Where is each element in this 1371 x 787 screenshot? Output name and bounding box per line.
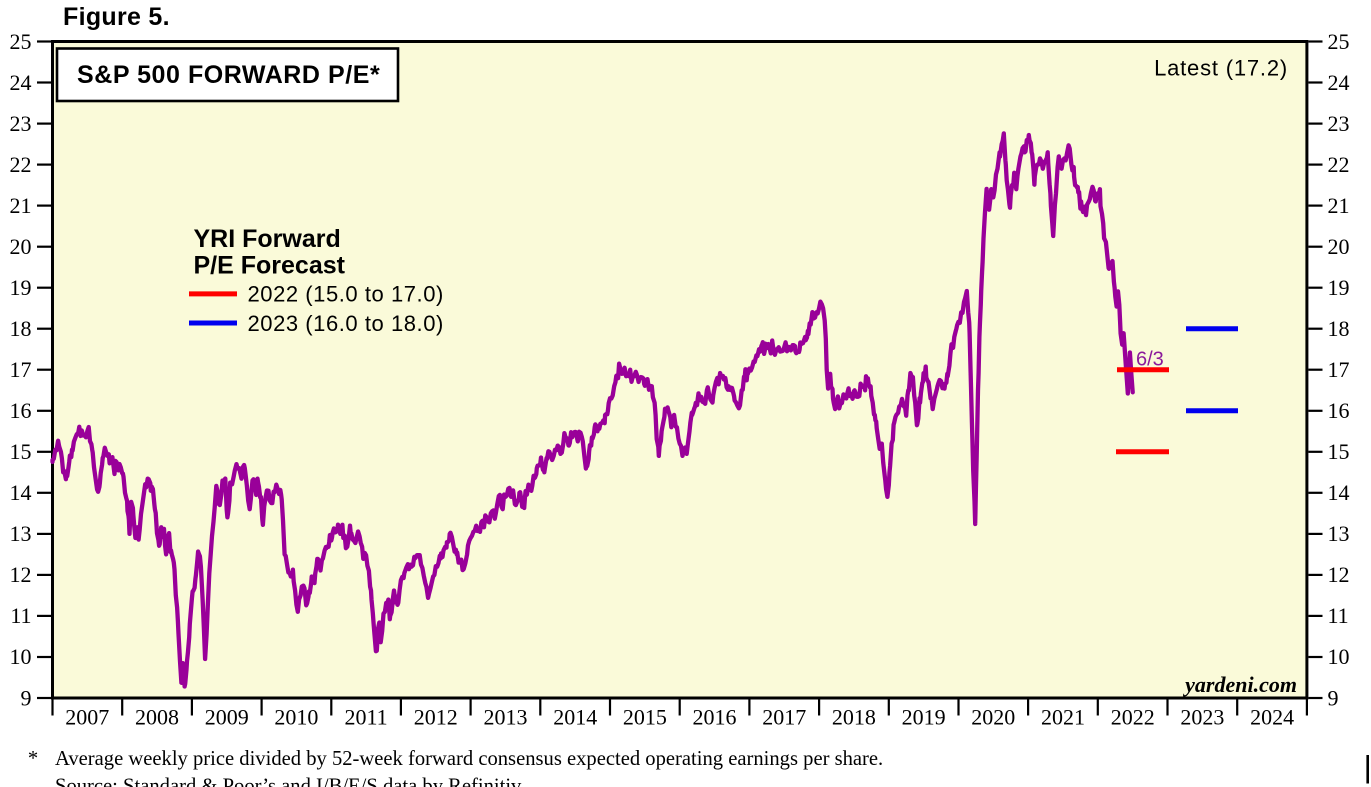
svg-text:2012: 2012 (414, 705, 458, 730)
svg-text:17: 17 (1328, 357, 1350, 382)
svg-text:20: 20 (1328, 234, 1350, 259)
svg-text:2014: 2014 (553, 705, 597, 730)
svg-text:25: 25 (10, 29, 32, 54)
svg-text:2009: 2009 (205, 705, 249, 730)
svg-text:YRI Forward: YRI Forward (194, 225, 341, 253)
svg-text:12: 12 (1328, 562, 1350, 587)
svg-text:2017: 2017 (762, 705, 806, 730)
svg-text:17: 17 (10, 357, 32, 382)
svg-text:9: 9 (1328, 685, 1339, 710)
svg-text:12: 12 (10, 562, 32, 587)
svg-text:13: 13 (10, 521, 32, 546)
svg-text:13: 13 (1328, 521, 1350, 546)
svg-text:6/3: 6/3 (1136, 349, 1164, 371)
svg-text:11: 11 (1328, 603, 1349, 628)
svg-text:2023: 2023 (1180, 705, 1224, 730)
svg-text:14: 14 (1328, 480, 1350, 505)
svg-text:10: 10 (1328, 644, 1350, 669)
svg-text:9: 9 (21, 685, 32, 710)
svg-text:11: 11 (10, 603, 31, 628)
svg-text:20: 20 (10, 234, 32, 259)
svg-text:2013: 2013 (484, 705, 528, 730)
svg-text:2015: 2015 (623, 705, 667, 730)
svg-text:*: * (28, 748, 38, 770)
svg-text:P/E Forecast: P/E Forecast (194, 251, 346, 279)
svg-text:2022: 2022 (1111, 705, 1155, 730)
svg-text:18: 18 (1328, 316, 1350, 341)
svg-text:24: 24 (10, 70, 32, 95)
svg-text:2022 (15.0 to 17.0): 2022 (15.0 to 17.0) (248, 282, 444, 307)
svg-text:22: 22 (10, 152, 32, 177)
svg-text:2007: 2007 (65, 705, 109, 730)
svg-text:yardeni.com: yardeni.com (1182, 672, 1297, 697)
svg-text:10: 10 (10, 644, 32, 669)
svg-text:2023 (16.0 to 18.0): 2023 (16.0 to 18.0) (248, 311, 444, 336)
svg-text:16: 16 (10, 398, 32, 423)
svg-text:15: 15 (1328, 439, 1350, 464)
svg-text:22: 22 (1328, 152, 1350, 177)
svg-text:Average weekly price divided b: Average weekly price divided by 52-week … (55, 748, 883, 770)
svg-text:15: 15 (10, 439, 32, 464)
svg-text:23: 23 (1328, 111, 1350, 136)
svg-text:2011: 2011 (345, 705, 388, 730)
svg-text:Figure 5.: Figure 5. (63, 3, 170, 31)
svg-text:Latest (17.2): Latest (17.2) (1154, 56, 1288, 81)
svg-text:2018: 2018 (832, 705, 876, 730)
svg-text:21: 21 (1328, 193, 1350, 218)
svg-text:23: 23 (10, 111, 32, 136)
svg-text:14: 14 (10, 480, 32, 505)
svg-text:16: 16 (1328, 398, 1350, 423)
svg-text:2010: 2010 (274, 705, 318, 730)
svg-text:2021: 2021 (1041, 705, 1085, 730)
svg-text:24: 24 (1328, 70, 1350, 95)
svg-text:18: 18 (10, 316, 32, 341)
svg-text:2016: 2016 (693, 705, 737, 730)
svg-text:Source: Standard & Poor’s and: Source: Standard & Poor’s and I/B/E/S da… (55, 776, 525, 787)
svg-text:2020: 2020 (971, 705, 1015, 730)
svg-text:2008: 2008 (135, 705, 179, 730)
svg-text:21: 21 (10, 193, 32, 218)
svg-text:S&P 500 FORWARD P/E*: S&P 500 FORWARD P/E* (77, 61, 380, 89)
svg-text:25: 25 (1328, 29, 1350, 54)
svg-text:19: 19 (10, 275, 32, 300)
svg-text:2019: 2019 (902, 705, 946, 730)
svg-text:19: 19 (1328, 275, 1350, 300)
svg-text:2024: 2024 (1250, 705, 1294, 730)
